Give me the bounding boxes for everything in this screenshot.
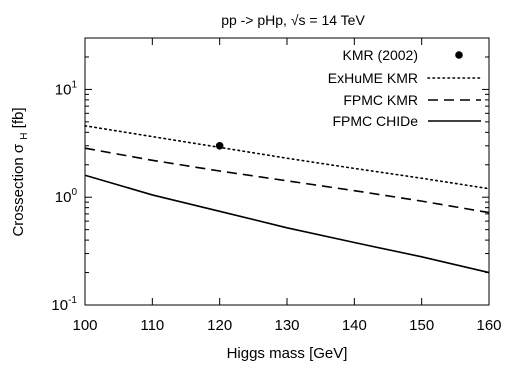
y-tick-label: 100 <box>55 187 78 206</box>
legend-label: FPMC CHIDe <box>332 113 418 129</box>
x-tick-label: 110 <box>140 317 164 334</box>
series-layer <box>84 124 490 274</box>
legend-label: KMR (2002) <box>343 47 418 63</box>
y-tick-label: 10-1 <box>51 295 77 314</box>
fpmc-kmr-line <box>84 147 490 214</box>
y-tick-label-base: 10 <box>51 297 68 314</box>
y-tick-label: 101 <box>55 79 78 98</box>
legend-marker <box>455 51 463 59</box>
legend-label: ExHuME KMR <box>328 70 418 86</box>
y-tick-label-base: 10 <box>55 189 72 206</box>
exhume-kmr-line <box>84 124 490 190</box>
x-tick-label: 120 <box>207 317 232 334</box>
x-tick-label: 160 <box>476 317 501 334</box>
x-tick-label: 130 <box>274 317 299 334</box>
y-axis-label-subscript: H <box>19 133 30 140</box>
x-axis-ticks: 100 110 120 130 140 150 160 <box>72 38 502 334</box>
y-tick-label-exponent: 1 <box>71 79 77 90</box>
y-axis-label-main: Crossection σ <box>10 143 27 236</box>
x-tick-label: 100 <box>72 317 97 334</box>
legend: KMR (2002) ExHuME KMR FPMC KMR FPMC CHIDe <box>328 47 482 129</box>
fpmc-chide-line <box>84 174 490 274</box>
chart-title: pp -> pHp, √s = 14 TeV <box>221 12 365 28</box>
x-tick-label: 140 <box>342 317 367 334</box>
x-tick-label: 150 <box>409 317 434 334</box>
y-tick-label-exponent: -1 <box>68 295 77 306</box>
y-tick-label-base: 10 <box>55 81 72 98</box>
kmr-data-point <box>215 141 224 150</box>
y-tick-label-exponent: 0 <box>71 187 77 198</box>
y-axis-label-unit: [fb] <box>10 107 27 128</box>
x-axis-label: Higgs mass [GeV] <box>227 345 348 362</box>
legend-label: FPMC KMR <box>343 92 418 108</box>
y-axis-label: Crossection σ H [fb] <box>10 107 31 236</box>
